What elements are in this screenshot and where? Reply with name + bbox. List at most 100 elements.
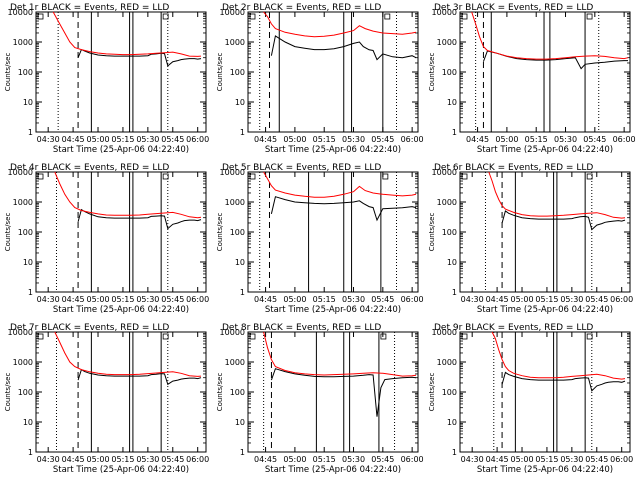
corner-marker [162, 333, 169, 340]
plot-frame [247, 11, 419, 133]
x-tick-label: 05:45 [585, 295, 608, 304]
x-axis-label: Start Time (25-Apr-06 04:22:40) [477, 465, 613, 475]
y-tick-label: 10000 [432, 8, 457, 17]
corner-marker [162, 13, 169, 20]
y-tick-label: 10000 [8, 168, 33, 177]
corner-marker [586, 333, 593, 340]
x-tick-label: 05:15 [535, 455, 558, 464]
panel-title: Det 2r BLACK = Events, RED = LLD [222, 3, 381, 13]
detector-panel-2: Det 2r BLACK = Events, RED = LLD 1 10 100 10… [216, 3, 424, 155]
series-line-events [270, 368, 417, 417]
x-axis-label: Start Time (25-Apr-06 04:22:40) [53, 465, 189, 475]
y-tick-label: 100 [442, 68, 457, 77]
plot-frame [35, 11, 207, 133]
detector-panel-3: Det 3r BLACK = Events, RED = LLD 1 10 100 10… [428, 3, 636, 155]
panel-title: Det 6r BLACK = Events, RED = LLD [434, 163, 593, 173]
y-tick-label: 1000 [437, 38, 457, 47]
y-tick-label: 10000 [8, 328, 33, 337]
x-tick-label: 05:30 [136, 295, 159, 304]
series-line-events [77, 208, 202, 230]
y-tick-label: 10000 [8, 8, 33, 17]
y-tick-label: 10 [23, 98, 33, 107]
x-tick-label: 04:30 [461, 295, 484, 304]
x-tick-label: 04:45 [254, 295, 277, 304]
x-tick-label: 05:45 [371, 455, 394, 464]
x-tick-label: 06:00 [401, 135, 424, 144]
series-line-lld [471, 11, 629, 60]
y-tick-label: 1000 [225, 198, 245, 207]
x-tick-label: 04:45 [486, 295, 509, 304]
plot-frame [247, 171, 419, 293]
x-tick-label: 04:45 [62, 135, 85, 144]
y-tick-label: 10 [235, 418, 245, 427]
y-tick-label: 1 [452, 288, 457, 297]
x-tick-label: 05:45 [161, 295, 184, 304]
y-axis-label: Counts/sec [4, 373, 12, 412]
y-tick-label: 100 [442, 388, 457, 397]
x-axis-label: Start Time (25-Apr-06 04:22:40) [53, 145, 189, 155]
y-tick-label: 100 [230, 388, 245, 397]
corner-marker [37, 173, 44, 180]
y-tick-label: 10 [23, 258, 33, 267]
x-tick-label: 06:00 [610, 295, 633, 304]
y-tick-label: 1 [240, 448, 245, 457]
series-line-lld [263, 331, 417, 377]
plot-frame [35, 171, 207, 293]
x-axis-label: Start Time (25-Apr-06 04:22:40) [265, 305, 401, 315]
x-tick-label: 05:15 [313, 135, 336, 144]
x-tick-label: 05:30 [136, 135, 159, 144]
y-tick-label: 10 [447, 418, 457, 427]
y-tick-label: 1 [28, 128, 33, 137]
x-tick-label: 04:45 [254, 135, 277, 144]
x-tick-label: 06:00 [613, 135, 636, 144]
y-tick-label: 1 [28, 288, 33, 297]
y-tick-label: 1 [240, 128, 245, 137]
panel-title: Det 8r BLACK = Events, RED = LLD [222, 323, 381, 333]
x-tick-label: 05:00 [495, 135, 518, 144]
corner-marker [382, 173, 389, 180]
corner-marker [37, 13, 44, 20]
y-axis-label: Counts/sec [428, 213, 436, 252]
y-tick-label: 1000 [13, 358, 33, 367]
y-tick-label: 100 [18, 68, 33, 77]
x-tick-label: 04:45 [62, 295, 85, 304]
x-tick-label: 05:15 [111, 135, 134, 144]
plot-frame [247, 331, 419, 453]
plot-frame [459, 11, 631, 133]
plot-frame [35, 331, 207, 453]
series-line-events [501, 371, 626, 392]
corner-marker [249, 13, 256, 20]
series-line-lld [491, 331, 626, 380]
y-tick-label: 10 [447, 258, 457, 267]
x-tick-label: 05:15 [525, 135, 548, 144]
x-tick-label: 06:00 [401, 455, 424, 464]
x-tick-label: 05:15 [535, 295, 558, 304]
panel-title: Det 7r BLACK = Events, RED = LLD [10, 323, 169, 333]
corner-marker [586, 173, 593, 180]
x-tick-label: 05:45 [585, 455, 608, 464]
y-tick-label: 1 [240, 288, 245, 297]
x-tick-label: 04:30 [37, 135, 60, 144]
corner-marker [461, 333, 468, 340]
detector-panel-5: Det 5r BLACK = Events, RED = LLD 1 10 100 10… [216, 163, 424, 315]
series-line-lld [54, 171, 202, 219]
y-tick-label: 1000 [437, 198, 457, 207]
corner-marker [37, 333, 44, 340]
y-tick-label: 1000 [13, 38, 33, 47]
y-tick-label: 10 [447, 98, 457, 107]
detector-panel-8: Det 8r BLACK = Events, RED = LLD 1 10 100 10… [216, 323, 424, 475]
series-line-lld [263, 171, 417, 198]
x-tick-label: 05:45 [161, 135, 184, 144]
y-tick-label: 10000 [220, 8, 245, 17]
y-tick-label: 10 [235, 258, 245, 267]
y-tick-label: 100 [230, 228, 245, 237]
series-line-events [77, 368, 202, 386]
y-axis-label: Counts/sec [216, 53, 224, 92]
x-axis-label: Start Time (25-Apr-06 04:22:40) [477, 305, 613, 315]
x-tick-label: 05:30 [342, 135, 365, 144]
x-tick-label: 04:45 [466, 135, 489, 144]
x-tick-label: 05:00 [510, 295, 533, 304]
y-tick-label: 100 [442, 228, 457, 237]
